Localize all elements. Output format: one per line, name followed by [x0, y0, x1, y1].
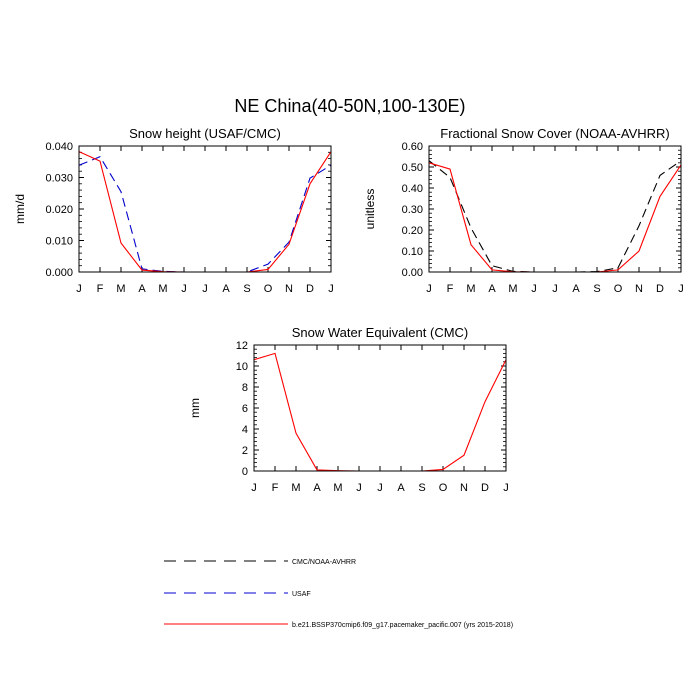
x-tick-label: J [356, 482, 362, 494]
x-tick-label: J [503, 482, 509, 494]
y-tick-label: 6 [242, 403, 248, 415]
y-tick-label: 0.000 [45, 267, 73, 279]
figure-title: NE China(40-50N,100-130E) [234, 96, 465, 116]
series-line [428, 160, 682, 273]
x-tick-label: D [481, 482, 489, 494]
panel-fractional-snow-cover: Fractional Snow Cover (NOAA-AVHRR) unitle… [363, 126, 684, 295]
y-tick-label: 0.020 [45, 204, 73, 216]
panel-title: Fractional Snow Cover (NOAA-AVHRR) [440, 126, 669, 141]
legend-label: USAF [292, 591, 311, 598]
y-tick-label: 2 [242, 445, 248, 457]
x-tick-label: M [291, 482, 300, 494]
panel-snow-height: Snow height (USAF/CMC) mm/d 0.000 0.010 0.02… [13, 126, 334, 295]
plot-frame [253, 344, 507, 472]
x-tick-label: J [181, 283, 187, 295]
y-tick-label: 0.030 [45, 173, 73, 185]
x-tick-label: F [447, 283, 454, 295]
x-tick-label: J [377, 482, 383, 494]
y-axis-label: mm [188, 398, 202, 418]
x-tick-label: J [251, 482, 257, 494]
plot-frame [428, 145, 682, 273]
x-tick-label: A [313, 482, 321, 494]
y-tick-label: 0.30 [402, 204, 423, 216]
x-tick-label: D [306, 283, 314, 295]
panel-title: Snow Water Equivalent (CMC) [292, 325, 469, 340]
y-tick-label: 12 [236, 340, 248, 352]
y-tick-label: 0.60 [402, 141, 423, 153]
y-tick-label: 0.10 [402, 246, 423, 258]
series-line [253, 352, 507, 472]
y-tick-label: 0.40 [402, 183, 423, 195]
x-tick-label: J [552, 283, 558, 295]
x-tick-label: A [138, 283, 146, 295]
x-tick-label: J [426, 283, 432, 295]
x-tick-label: M [116, 283, 125, 295]
x-tick-label: J [328, 283, 334, 295]
x-tick-label: A [488, 283, 496, 295]
y-tick-label: 0.00 [402, 267, 423, 279]
y-tick-label: 10 [236, 361, 248, 373]
plot-frame [78, 145, 332, 273]
y-tick-label: 0.040 [45, 141, 73, 153]
x-tick-label: A [222, 283, 230, 295]
x-tick-label: M [466, 283, 475, 295]
x-tick-label: A [572, 283, 580, 295]
legend: CMC/NOAA-AVHRR USAF b.e21.BSSP370cmip6.f09… [164, 559, 513, 629]
legend-label: b.e21.BSSP370cmip6.f09_g17.pacemaker_pac… [292, 622, 513, 629]
x-tick-label: N [460, 482, 468, 494]
panel-snow-water-equivalent: Snow Water Equivalent (CMC) mm 0 2 4 6 8 10 12 J F… [188, 325, 509, 494]
x-tick-label: O [439, 482, 448, 494]
x-tick-label: M [333, 482, 342, 494]
x-tick-label: O [264, 283, 273, 295]
y-axis-label: unitless [363, 189, 377, 230]
series-line [78, 156, 332, 273]
y-axis-label: mm/d [13, 194, 27, 224]
y-tick-label: 0 [242, 466, 248, 478]
x-tick-label: M [508, 283, 517, 295]
x-tick-label: J [202, 283, 208, 295]
x-tick-label: S [418, 482, 425, 494]
y-tick-label: 0.010 [45, 236, 73, 248]
panel-title: Snow height (USAF/CMC) [129, 126, 281, 141]
y-tick-label: 8 [242, 382, 248, 394]
x-tick-label: D [656, 283, 664, 295]
series-line [78, 151, 332, 273]
x-tick-label: M [158, 283, 167, 295]
x-tick-label: F [272, 482, 279, 494]
y-tick-label: 4 [242, 424, 248, 436]
y-tick-label: 0.20 [402, 225, 423, 237]
y-tick-label: 0.50 [402, 162, 423, 174]
x-tick-label: N [635, 283, 643, 295]
x-tick-label: J [531, 283, 537, 295]
x-tick-label: N [285, 283, 293, 295]
x-tick-label: J [678, 283, 684, 295]
x-tick-label: F [97, 283, 104, 295]
x-tick-label: O [614, 283, 623, 295]
x-tick-label: A [397, 482, 405, 494]
x-tick-label: S [243, 283, 250, 295]
legend-label: CMC/NOAA-AVHRR [292, 559, 356, 566]
x-tick-label: S [593, 283, 600, 295]
x-tick-label: J [76, 283, 82, 295]
